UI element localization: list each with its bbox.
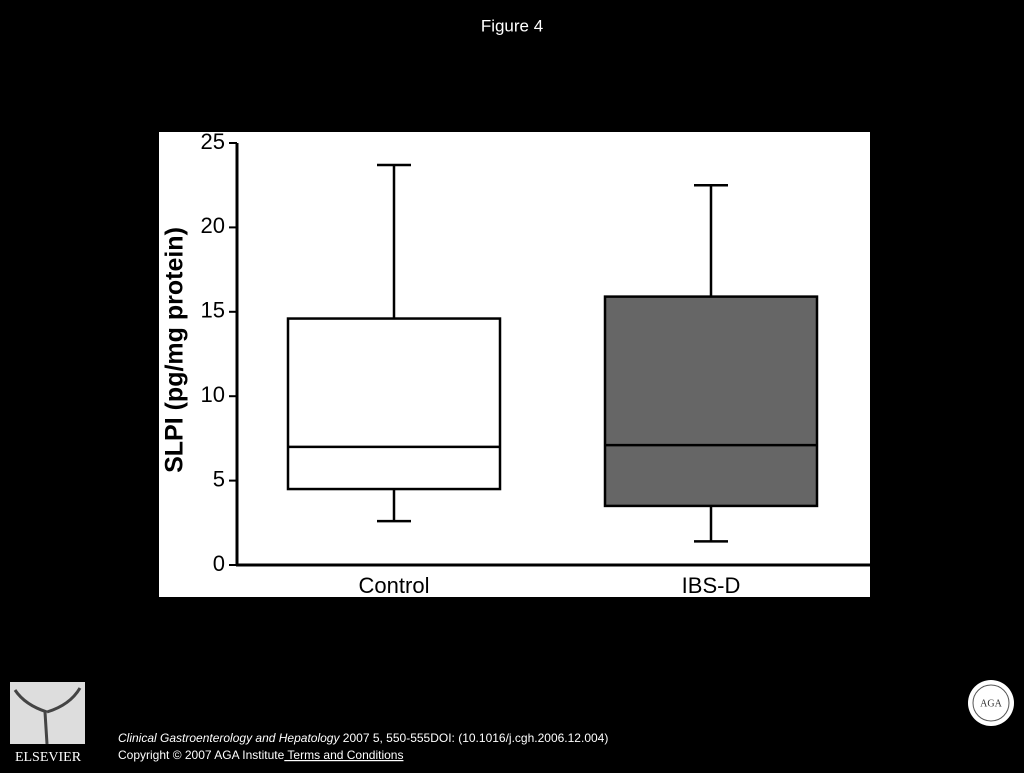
y-tick-label: 0 xyxy=(213,551,225,576)
box xyxy=(286,317,502,491)
copyright: Copyright © 2007 AGA Institute xyxy=(118,748,285,762)
y-tick-label: 15 xyxy=(201,298,225,323)
y-tick-label: 20 xyxy=(201,213,225,238)
society-name: AGA xyxy=(980,698,1002,709)
x-tick-label: IBS-D xyxy=(682,573,741,598)
slide-title: Figure 4 xyxy=(481,16,543,35)
y-axis-label: SLPI (pg/mg protein) xyxy=(161,227,189,473)
y-tick-label: 5 xyxy=(213,466,225,491)
terms-link[interactable]: Terms and Conditions xyxy=(284,748,403,762)
elsevier-logo: ELSEVIER xyxy=(10,682,85,765)
citation-detail: 2007 5, 550-555DOI: (10.1016/j.cgh.2006.… xyxy=(339,731,608,745)
journal: Clinical Gastroenterology and Hepatology xyxy=(118,731,340,745)
y-tick-label: 10 xyxy=(201,382,225,407)
box xyxy=(603,295,819,508)
copyright-line: Copyright © 2007 AGA Institute Terms and… xyxy=(118,748,403,762)
y-tick-label: 25 xyxy=(201,129,225,154)
aga-logo: AGA xyxy=(968,680,1014,726)
citation: Clinical Gastroenterology and Hepatology… xyxy=(118,731,608,745)
publisher-name: ELSEVIER xyxy=(15,750,82,765)
x-tick-label: Control xyxy=(359,573,430,598)
